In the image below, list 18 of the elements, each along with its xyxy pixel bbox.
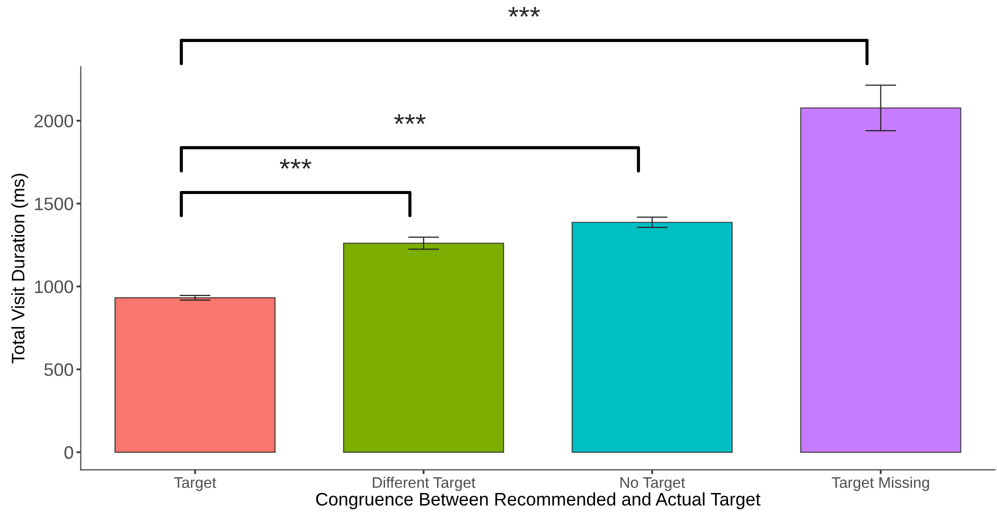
y-tick-label: 2000 [34,114,74,128]
bar [343,242,504,453]
annotation: *** [280,158,312,169]
y-tick-label: 500 [44,363,74,376]
text: *** [508,6,540,17]
annotation: *** [394,114,426,124]
y-tick-label: 1000 [35,280,74,294]
x-tick-label: Target Missing [832,476,929,491]
bar [800,107,962,453]
bar [114,297,276,453]
y-tick-label: 1500 [35,198,74,210]
x-axis-title: Congruence Between Recommended and Actual Target [316,492,760,510]
y-tick-label: 0 [64,446,74,459]
y-axis-title: Total Visit Duration (ms) [11,174,28,364]
bar [572,222,733,453]
x-tick-label: Target [174,477,216,491]
x-tick-label: No Target [620,477,686,491]
x-tick-label: Different Target [372,476,476,491]
